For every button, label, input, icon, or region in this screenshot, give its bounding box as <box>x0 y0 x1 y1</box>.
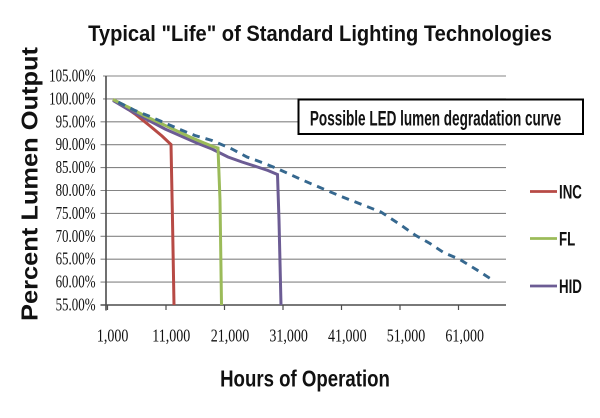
svg-text:65.00%: 65.00% <box>56 250 96 270</box>
svg-text:41,000: 41,000 <box>328 327 367 346</box>
svg-text:95.00%: 95.00% <box>56 112 96 132</box>
svg-text:61,000: 61,000 <box>445 327 484 346</box>
svg-text:100.00%: 100.00% <box>49 89 95 109</box>
svg-text:75.00%: 75.00% <box>56 204 96 224</box>
svg-text:31,000: 31,000 <box>269 327 308 346</box>
svg-text:55.00%: 55.00% <box>56 296 96 316</box>
svg-text:85.00%: 85.00% <box>56 158 96 178</box>
svg-text:60.00%: 60.00% <box>56 273 96 293</box>
svg-text:90.00%: 90.00% <box>56 135 96 155</box>
svg-text:Hours of Operation: Hours of Operation <box>220 367 390 392</box>
svg-text:FL: FL <box>559 229 575 250</box>
svg-text:21,000: 21,000 <box>211 327 250 346</box>
svg-text:INC: INC <box>559 182 582 203</box>
svg-text:Percent Lumen Output: Percent Lumen Output <box>17 47 43 321</box>
svg-text:Typical "Life" of Standard Lig: Typical "Life" of Standard Lighting Tech… <box>88 22 552 46</box>
svg-text:1,000: 1,000 <box>97 327 129 346</box>
svg-text:105.00%: 105.00% <box>49 67 95 87</box>
svg-text:70.00%: 70.00% <box>56 227 96 247</box>
svg-text:11,000: 11,000 <box>152 327 190 346</box>
svg-text:HID: HID <box>559 277 582 298</box>
svg-text:80.00%: 80.00% <box>56 181 96 201</box>
svg-text:Possible LED lumen degradation: Possible LED lumen degradation curve <box>310 106 561 130</box>
svg-text:51,000: 51,000 <box>387 327 426 346</box>
